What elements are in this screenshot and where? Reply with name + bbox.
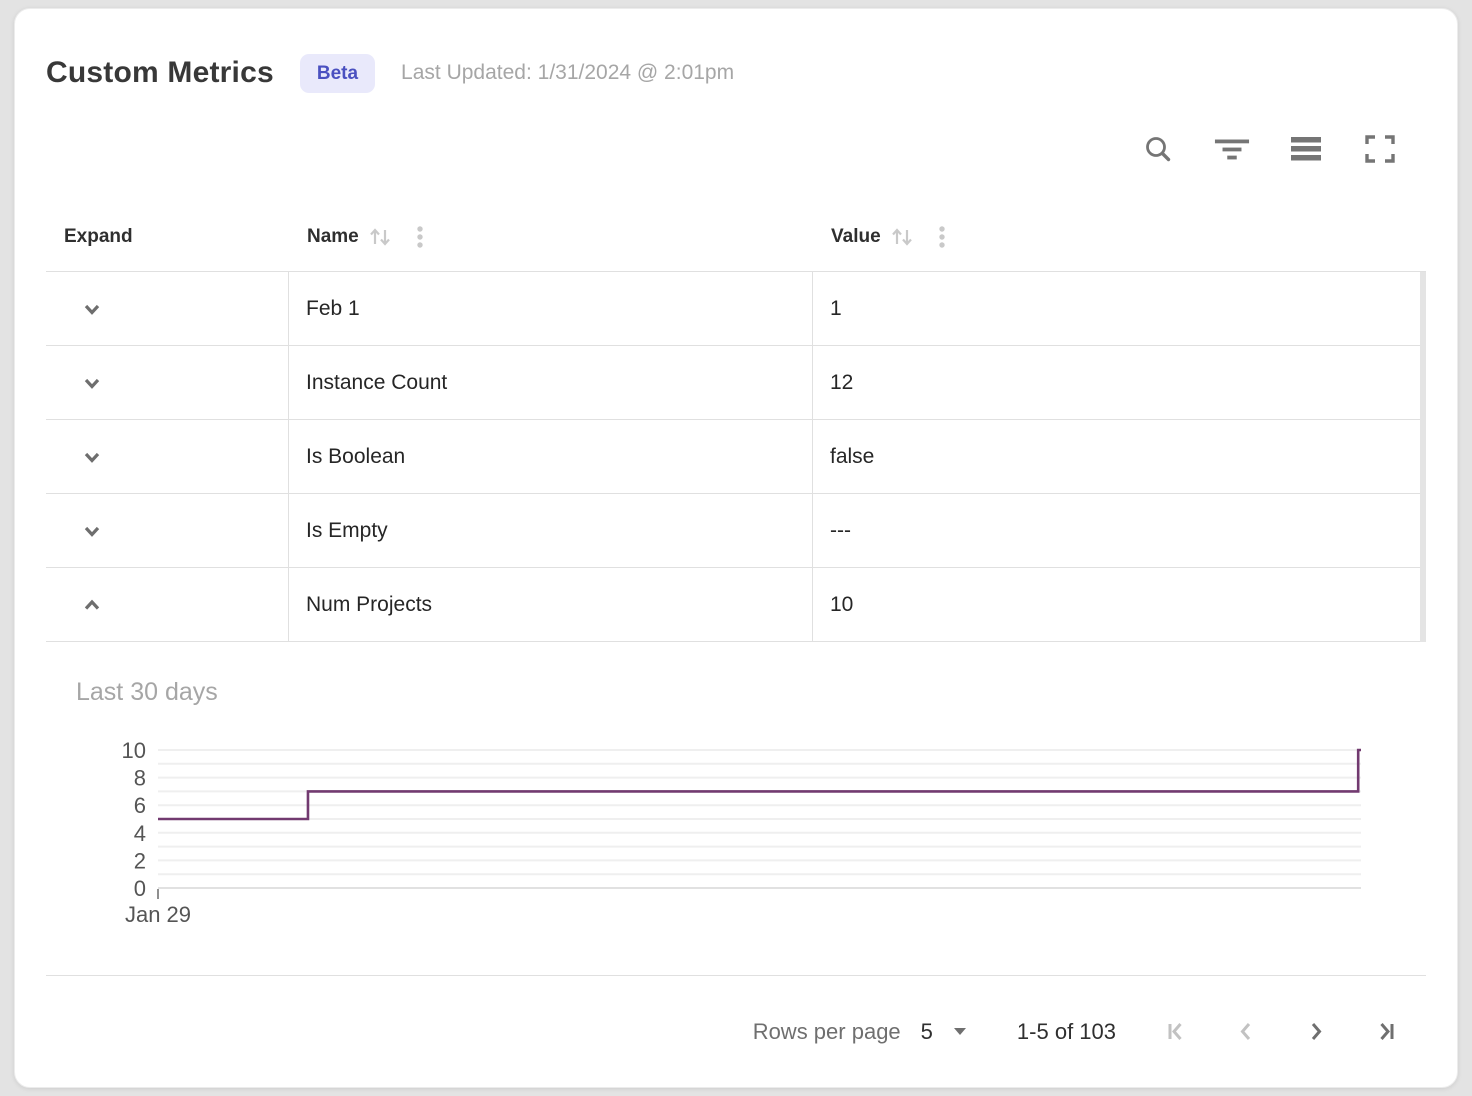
row-detail-panel: Last 30 days 0 2 4 6 8 10 Jan 29 bbox=[46, 642, 1426, 975]
search-icon bbox=[1146, 137, 1171, 162]
first-page-icon bbox=[1168, 1022, 1182, 1040]
column-header-expand: Expand bbox=[46, 203, 289, 271]
card-header: Custom Metrics Beta Last Updated: 1/31/2… bbox=[46, 49, 1426, 97]
column-label: Value bbox=[831, 226, 881, 247]
metric-value-cell: 1 bbox=[830, 296, 842, 320]
metric-name-cell: Num Projects bbox=[289, 568, 813, 641]
name-column-menu-button[interactable] bbox=[407, 223, 433, 251]
table-row: Instance Count 12 bbox=[46, 346, 1420, 420]
metric-name-cell: Is Empty bbox=[289, 494, 813, 567]
chevron-down-icon bbox=[84, 526, 100, 537]
kebab-menu-icon bbox=[417, 226, 423, 248]
metric-name-cell: Feb 1 bbox=[289, 272, 813, 345]
metric-value-cell: --- bbox=[830, 518, 851, 542]
density-button[interactable] bbox=[1288, 131, 1324, 167]
metric-value-cell: 10 bbox=[830, 592, 854, 616]
column-label: Name bbox=[307, 226, 359, 247]
previous-page-button[interactable] bbox=[1232, 1018, 1260, 1046]
metric-trend-chart: 0 24 68 10 Jan 29 bbox=[122, 738, 1361, 927]
rows-per-page-label: Rows per page bbox=[752, 1018, 901, 1044]
chevron-up-icon bbox=[84, 599, 100, 610]
table-row: Is Empty --- bbox=[46, 494, 1420, 568]
first-page-button[interactable] bbox=[1162, 1018, 1190, 1046]
svg-text:4: 4 bbox=[134, 821, 146, 846]
svg-text:0: 0 bbox=[134, 876, 146, 901]
pagination-controls bbox=[1162, 1018, 1400, 1046]
last-updated-text: Last Updated: 1/31/2024 @ 2:01pm bbox=[401, 61, 735, 84]
page-title: Custom Metrics bbox=[46, 56, 274, 89]
metrics-table: Expand Name bbox=[46, 203, 1426, 1087]
table-row: Is Boolean false bbox=[46, 420, 1420, 494]
grid-toolbar bbox=[46, 131, 1426, 167]
dropdown-arrow-icon bbox=[953, 1028, 966, 1035]
value-sort-button[interactable] bbox=[888, 223, 916, 251]
column-header-value[interactable]: Value bbox=[813, 203, 1426, 271]
chevron-right-icon bbox=[1311, 1022, 1322, 1040]
density-icon bbox=[1291, 137, 1321, 161]
chevron-left-icon bbox=[1240, 1022, 1251, 1040]
rows-per-page-select[interactable]: 5 bbox=[921, 1019, 967, 1045]
expand-row-button[interactable] bbox=[74, 439, 110, 475]
value-column-menu-button[interactable] bbox=[929, 223, 955, 251]
chevron-down-icon bbox=[84, 452, 100, 463]
sort-arrows-icon bbox=[369, 228, 390, 246]
name-sort-button[interactable] bbox=[366, 223, 394, 251]
chevron-down-icon bbox=[84, 378, 100, 389]
metric-name-cell: Instance Count bbox=[289, 346, 813, 419]
last-page-button[interactable] bbox=[1372, 1018, 1400, 1046]
beta-badge: Beta bbox=[299, 53, 376, 93]
svg-text:8: 8 bbox=[134, 766, 146, 791]
metric-name-cell: Is Boolean bbox=[289, 420, 813, 493]
metric-value-cell: 12 bbox=[830, 370, 854, 394]
sort-arrows-icon bbox=[891, 228, 912, 246]
expand-row-button[interactable] bbox=[74, 365, 110, 401]
table-header-row: Expand Name bbox=[46, 203, 1426, 272]
chevron-down-icon bbox=[84, 304, 100, 315]
filter-icon bbox=[1214, 139, 1250, 160]
custom-metrics-card: Custom Metrics Beta Last Updated: 1/31/2… bbox=[14, 8, 1458, 1088]
table-body: Feb 1 1 Instance Count 12 Is Boo bbox=[46, 272, 1426, 642]
expand-row-button[interactable] bbox=[74, 513, 110, 549]
svg-text:2: 2 bbox=[134, 848, 146, 873]
next-page-button[interactable] bbox=[1302, 1018, 1330, 1046]
search-button[interactable] bbox=[1140, 131, 1176, 167]
column-label: Expand bbox=[64, 226, 133, 247]
fullscreen-button[interactable] bbox=[1362, 131, 1398, 167]
svg-text:10: 10 bbox=[122, 738, 146, 763]
expand-row-button[interactable] bbox=[74, 291, 110, 327]
svg-text:Jan 29: Jan 29 bbox=[125, 902, 191, 927]
chart-title: Last 30 days bbox=[76, 678, 218, 706]
filter-button[interactable] bbox=[1214, 131, 1250, 167]
fullscreen-icon bbox=[1365, 135, 1395, 163]
kebab-menu-icon bbox=[938, 226, 945, 248]
svg-text:6: 6 bbox=[134, 793, 146, 818]
pagination-range-label: 1-5 of 103 bbox=[1016, 1018, 1116, 1044]
metric-value-cell: false bbox=[830, 444, 875, 468]
table-footer: Rows per page 5 1-5 of 103 bbox=[46, 975, 1426, 1087]
table-row: Feb 1 1 bbox=[46, 272, 1420, 346]
collapse-row-button[interactable] bbox=[74, 587, 110, 623]
rows-per-page-value: 5 bbox=[920, 1018, 933, 1044]
table-row-expanded: Num Projects 10 bbox=[46, 568, 1420, 642]
last-page-icon bbox=[1380, 1022, 1394, 1040]
column-header-name[interactable]: Name bbox=[289, 203, 813, 271]
